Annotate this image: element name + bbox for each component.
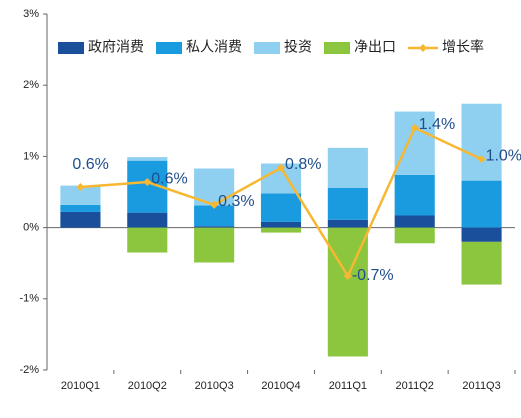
bar-segment <box>194 205 235 227</box>
bar-segment <box>194 227 235 263</box>
bar-segment <box>394 215 435 228</box>
growth-marker <box>210 200 219 209</box>
growth-marker <box>277 163 285 172</box>
y-tick-label: 3% <box>23 8 39 20</box>
value-label: 0.6% <box>151 170 187 187</box>
growth-marker <box>410 123 419 132</box>
growth-marker <box>477 155 486 164</box>
bar-segment <box>461 227 502 242</box>
bar-segment <box>461 180 502 228</box>
bar-segment <box>394 111 435 175</box>
bar-segment <box>461 241 502 285</box>
bar-segment <box>327 187 368 220</box>
bar-segment <box>260 227 302 233</box>
y-tick-label: 1% <box>23 150 39 162</box>
bar-segment <box>260 193 302 222</box>
growth-marker <box>76 183 85 192</box>
x-tick-label: 2011Q3 <box>462 380 500 392</box>
bar-segment <box>327 147 368 188</box>
bar-segment <box>60 204 101 212</box>
legend-marker <box>419 44 427 52</box>
value-label: 0.8% <box>285 156 321 173</box>
value-label: 1.4% <box>419 116 455 133</box>
y-tick-label: -2% <box>19 364 39 376</box>
legend-label: 净出口 <box>354 39 396 55</box>
legend-label: 私人消费 <box>186 39 242 55</box>
bar-segment <box>194 226 235 228</box>
x-tick-label: 2010Q4 <box>261 380 300 392</box>
legend-swatch <box>58 42 84 54</box>
bar-segment <box>327 219 368 228</box>
bar-segment <box>127 227 168 253</box>
y-tick-label: 2% <box>23 79 39 91</box>
value-label: -0.7% <box>352 267 394 284</box>
legend-label: 投资 <box>284 39 312 55</box>
legend-label: 增长率 <box>442 39 484 55</box>
bar-segment <box>461 103 502 181</box>
x-tick-label: 2011Q2 <box>396 380 434 392</box>
bar-segment <box>127 212 168 228</box>
growth-marker <box>143 178 152 187</box>
x-tick-label: 2011Q1 <box>329 380 367 392</box>
value-label: 0.3% <box>218 193 254 210</box>
value-label: 0.6% <box>72 156 108 173</box>
bar-segment <box>60 185 101 205</box>
legend-swatch <box>324 42 350 54</box>
bar-segment <box>394 174 435 216</box>
x-tick-label: 2010Q3 <box>195 380 234 392</box>
bar-segment <box>60 211 101 228</box>
growth-marker <box>343 272 352 281</box>
x-tick-label: 2010Q1 <box>61 380 100 392</box>
bar-segment <box>260 221 302 228</box>
legend-swatch <box>254 42 280 54</box>
value-label: 1.0% <box>486 147 521 164</box>
y-tick-label: -1% <box>19 293 39 305</box>
bar-segment <box>394 227 435 244</box>
legend-label: 政府消费 <box>88 39 144 55</box>
legend-swatch <box>156 42 182 54</box>
x-tick-label: 2010Q2 <box>128 380 167 392</box>
bar-segment <box>127 157 168 161</box>
y-tick-label: 0% <box>23 222 39 234</box>
